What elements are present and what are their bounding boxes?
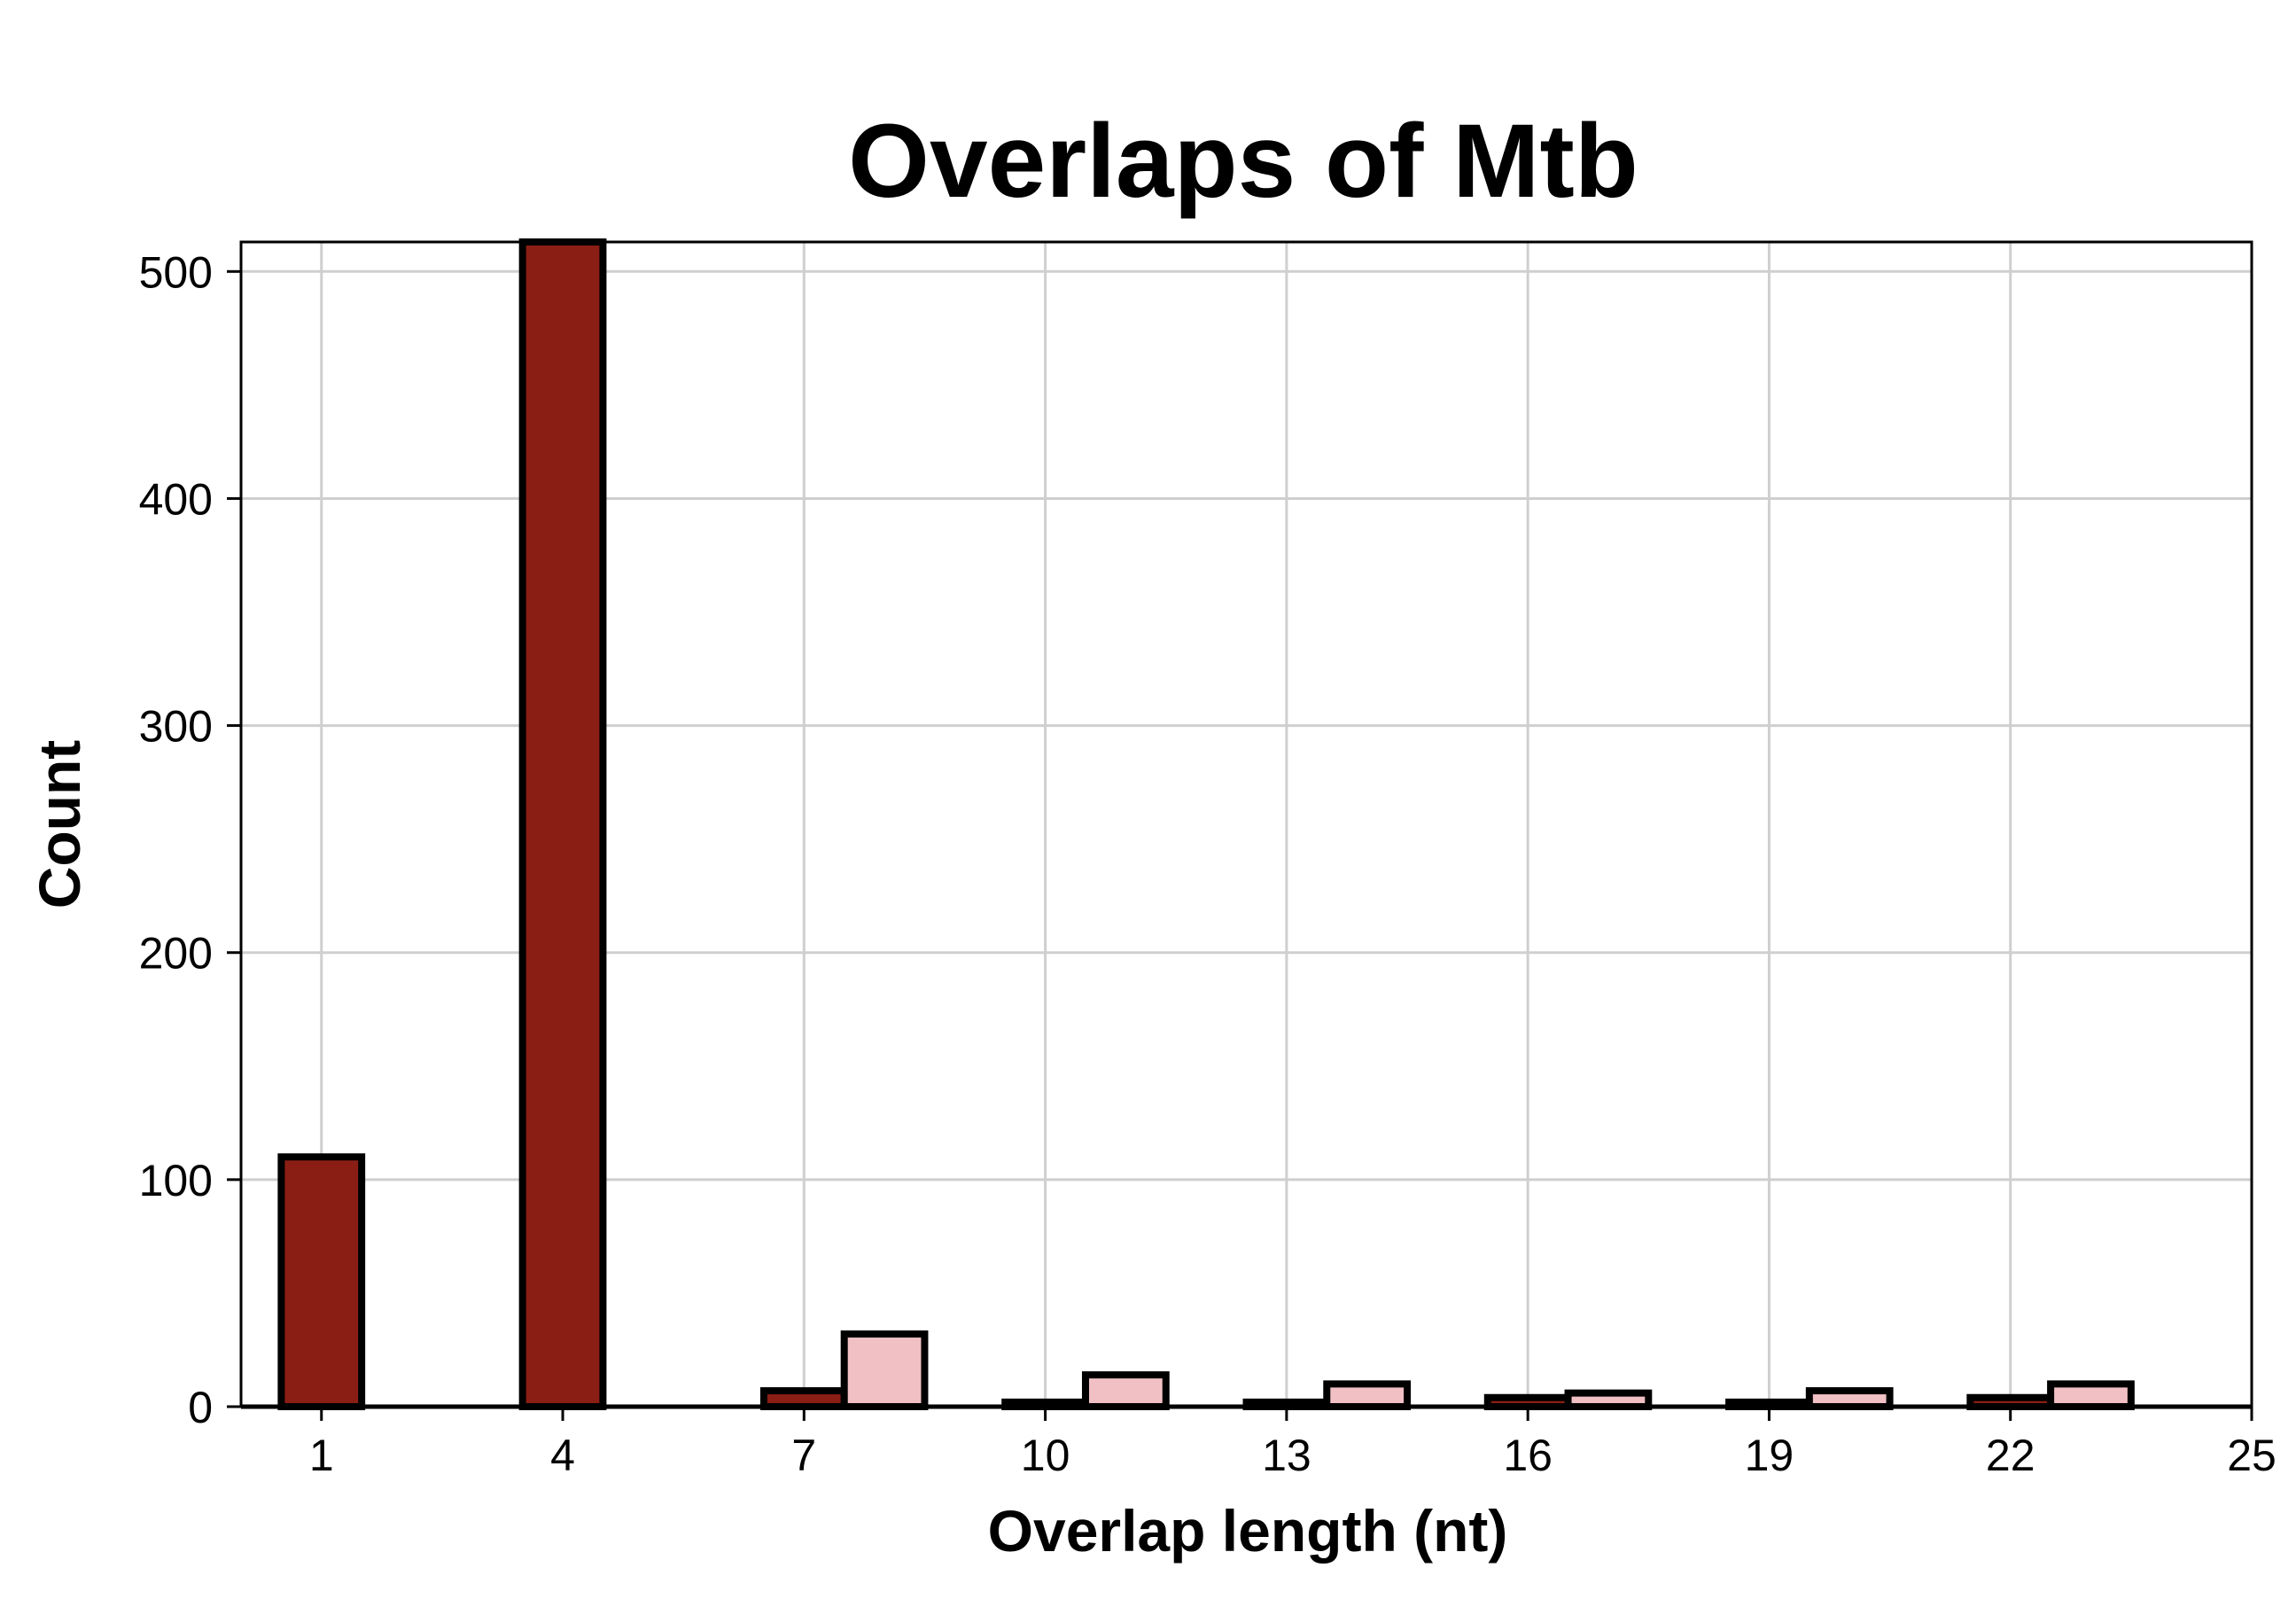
bar-series-1-x-7 (759, 1387, 848, 1411)
bar-series-2-x-8 (840, 1330, 929, 1410)
x-axis-label: Overlap length (nt) (988, 1498, 1508, 1564)
x-axis-ticks: 1 4 7 10 13 16 19 22 25 (309, 1407, 2277, 1480)
x-tick-label: 22 (1986, 1431, 2035, 1480)
x-tick-label: 1 (309, 1431, 334, 1480)
chart-title: Overlaps of Mtb (848, 103, 1638, 220)
x-tick-label: 25 (2227, 1431, 2277, 1480)
y-tick-label: 100 (139, 1156, 213, 1205)
x-tick-label: 7 (791, 1431, 816, 1480)
y-tick-label: 500 (139, 247, 213, 297)
bar-series-2-x-23 (2047, 1380, 2135, 1411)
bar-series-2-x-14 (1323, 1380, 1412, 1411)
x-tick-label: 13 (1262, 1431, 1311, 1480)
y-tick-label: 0 (188, 1383, 213, 1432)
bar-series-2-x-20 (1805, 1387, 1894, 1411)
y-tick-label: 400 (139, 474, 213, 524)
y-axis-ticks: 0 100 200 300 400 500 (139, 247, 241, 1432)
y-tick-label: 200 (139, 929, 213, 979)
y-tick-label: 300 (139, 702, 213, 752)
y-axis-label: Count (27, 740, 92, 909)
bars (277, 238, 2135, 1411)
x-tick-label: 10 (1021, 1431, 1070, 1480)
bar-series-1-x-4 (518, 238, 607, 1410)
x-tick-label: 4 (550, 1431, 575, 1480)
bar-series-2-x-11 (1081, 1371, 1170, 1411)
x-tick-label: 19 (1745, 1431, 1794, 1480)
bar-series-1-x-1 (277, 1153, 366, 1410)
x-tick-label: 16 (1503, 1431, 1553, 1480)
